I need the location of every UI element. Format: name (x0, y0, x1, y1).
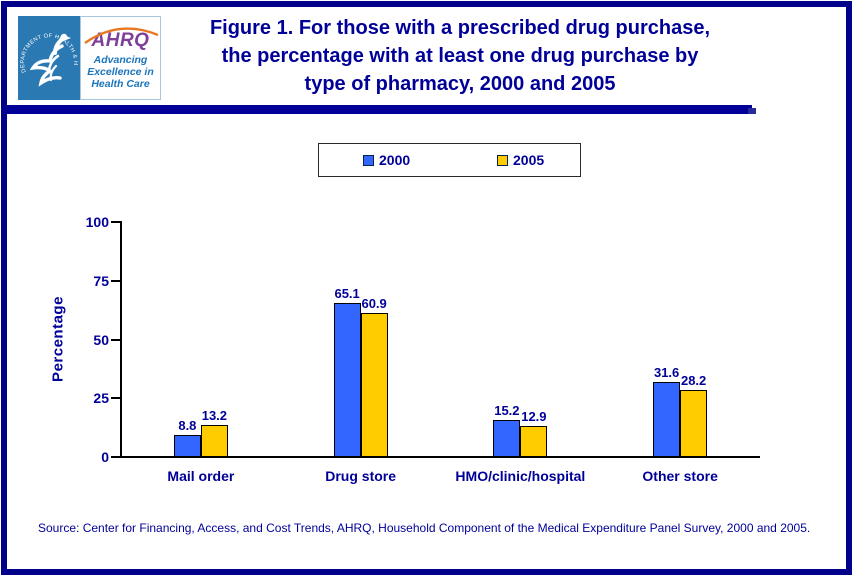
y-tick-mark (111, 279, 121, 282)
y-tick-mark (111, 397, 121, 400)
bar-value-label: 12.9 (521, 408, 547, 424)
bar-value-label: 8.8 (178, 418, 197, 434)
chart-legend: 2000 2005 (318, 143, 581, 177)
x-category-label: Other store (642, 468, 718, 484)
bar-value-label: 28.2 (680, 372, 707, 388)
y-tick-mark (111, 221, 121, 223)
y-tick-label: 25 (93, 390, 109, 407)
header-divider (7, 105, 756, 114)
bar-value-label: 60.9 (361, 295, 387, 311)
x-category-label: Mail order (167, 468, 235, 484)
source-note: Source: Center for Financing, Access, an… (38, 521, 811, 535)
tagline-line-2: Excellence in (87, 66, 154, 78)
bar-2005 (680, 389, 708, 457)
ahrq-acronym: AHRQ (91, 30, 150, 51)
legend-swatch-icon (497, 154, 508, 166)
y-tick-label: 0 (101, 449, 109, 465)
bar-2000 (493, 420, 521, 457)
y-tick-label: 50 (93, 331, 109, 348)
ahrq-logo: AHRQ Advancing Excellence in Health Care (80, 16, 161, 100)
legend-item-2000: 2000 (363, 144, 410, 176)
tagline-line-3: Health Care (91, 78, 150, 90)
bar-2000 (173, 435, 201, 457)
bar-2005 (360, 312, 388, 457)
y-tick-label: 100 (85, 214, 109, 230)
bar-2005 (520, 425, 548, 457)
agency-logo: DEPARTMENT OF HEALTH & HUMAN SERVICES•US… (15, 12, 161, 100)
ahrq-arc-icon (84, 27, 159, 44)
ahrq-tagline: Advancing Excellence in Health Care (87, 54, 154, 90)
title-line-3: type of pharmacy, 2000 and 2005 (304, 73, 616, 95)
legend-label: 2000 (379, 152, 411, 168)
y-tick-label: 75 (93, 272, 109, 289)
bar-2000 (653, 381, 681, 457)
bar-value-label: 13.2 (201, 407, 228, 423)
bar-value-label: 15.2 (494, 403, 520, 419)
legend-item-2005: 2005 (497, 144, 544, 176)
hhs-eagle-icon (29, 33, 71, 87)
bar-2000 (333, 303, 361, 457)
hhs-seal-icon: DEPARTMENT OF HEALTH & HUMAN SERVICES•US… (15, 12, 80, 100)
title-line-2: the percentage with at least one drug pu… (221, 45, 699, 67)
tagline-line-1: Advancing (93, 54, 148, 66)
bar-2005 (200, 424, 228, 457)
figure-title: Figure 1. For those with a prescribed dr… (150, 14, 770, 98)
x-axis-line (120, 456, 760, 458)
y-axis-line (120, 221, 122, 458)
title-line-1: Figure 1. For those with a prescribed dr… (209, 17, 711, 39)
legend-label: 2005 (513, 152, 545, 168)
bar-value-label: 31.6 (653, 364, 680, 380)
x-category-label: Drug store (325, 468, 397, 484)
bar-value-label: 65.1 (334, 286, 360, 301)
legend-swatch-icon (363, 154, 374, 166)
x-category-label: HMO/clinic/hospital (455, 468, 586, 484)
y-tick-mark (111, 338, 121, 341)
y-tick-mark (111, 456, 121, 458)
